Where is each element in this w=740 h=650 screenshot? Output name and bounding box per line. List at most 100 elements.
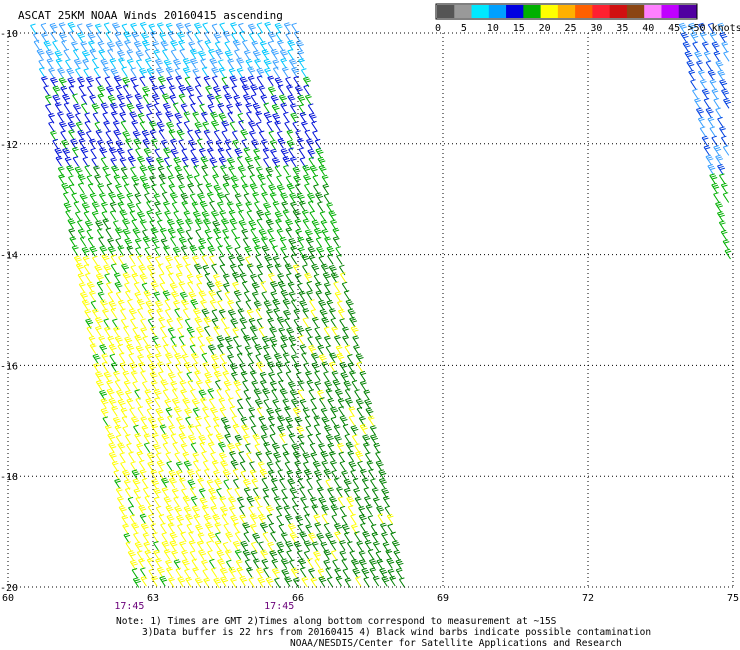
wind-barb	[52, 40, 59, 51]
wind-barb	[309, 165, 318, 176]
wind-barb	[63, 102, 71, 113]
wind-barb	[136, 451, 144, 462]
wind-barb	[165, 559, 172, 571]
wind-barb	[167, 415, 174, 426]
wind-barb	[137, 406, 144, 417]
wind-barb	[261, 191, 268, 203]
wind-barb	[95, 371, 104, 382]
wind-barb	[83, 68, 90, 79]
wind-barb	[267, 272, 275, 284]
wind-barb	[239, 461, 247, 472]
wind-barb	[169, 282, 178, 294]
wind-barb	[333, 424, 341, 436]
wind-barb	[261, 245, 270, 256]
wind-barb	[317, 201, 324, 212]
time-label: 17:45	[264, 601, 294, 612]
wind-barb	[236, 67, 244, 79]
wind-barb	[131, 273, 139, 284]
wind-barb	[299, 112, 307, 123]
wind-barb	[302, 164, 311, 176]
wind-barb	[139, 67, 148, 79]
wind-barb	[697, 116, 705, 128]
wind-barb	[150, 469, 158, 481]
wind-barb	[183, 165, 190, 176]
wind-barb	[124, 434, 132, 445]
wind-barb	[204, 372, 213, 383]
wind-barb	[237, 308, 245, 319]
wind-barb	[113, 174, 121, 186]
wind-barb	[89, 246, 98, 257]
wind-barb	[135, 496, 142, 508]
wind-barb	[179, 291, 188, 303]
wind-barb	[713, 192, 720, 203]
wind-barb	[91, 201, 100, 213]
colorbar-label: 35	[616, 23, 628, 34]
wind-barb	[161, 191, 169, 203]
wind-barb	[190, 442, 198, 453]
wind-barb	[130, 22, 137, 34]
wind-barb	[168, 477, 177, 489]
wind-barb	[112, 220, 120, 231]
wind-barb	[268, 371, 275, 383]
wind-barb	[697, 69, 705, 81]
wind-barb	[346, 541, 354, 552]
wind-barb	[231, 183, 239, 195]
wind-barb	[276, 228, 284, 240]
wind-barb	[265, 219, 274, 230]
wind-barb	[268, 522, 275, 534]
wind-barb	[67, 121, 76, 132]
wind-barb	[203, 468, 211, 480]
wind-barb	[281, 66, 289, 78]
wind-barb	[244, 156, 253, 167]
wind-barb	[345, 299, 354, 310]
wind-barb	[133, 282, 141, 293]
wind-barb	[224, 424, 231, 436]
wind-barb	[297, 236, 305, 248]
wind-barb	[261, 236, 268, 247]
wind-barb	[155, 210, 162, 222]
wind-barb	[242, 380, 249, 391]
wind-barb	[167, 327, 175, 338]
chart-title: ASCAT 25KM NOAA Winds 20160415 ascending	[18, 9, 283, 22]
wind-barb	[332, 379, 341, 390]
wind-barb	[276, 541, 285, 553]
wind-barb	[169, 532, 178, 543]
wind-barb	[316, 532, 325, 544]
wind-barb	[161, 433, 170, 444]
wind-barb	[268, 130, 275, 142]
wind-barb	[95, 129, 103, 140]
wind-barb	[166, 566, 173, 578]
wind-barb	[115, 183, 122, 195]
wind-barb	[260, 139, 268, 150]
wind-barb	[102, 218, 110, 229]
wind-barb	[194, 370, 201, 381]
wind-barb	[319, 397, 326, 408]
wind-barb	[153, 496, 161, 508]
wind-barb	[701, 135, 709, 147]
wind-barb	[267, 361, 276, 372]
wind-barb	[99, 299, 108, 310]
wind-barb	[321, 460, 329, 471]
wind-barb	[321, 174, 329, 186]
wind-barb	[134, 541, 143, 553]
wind-barb	[694, 98, 701, 109]
wind-barb	[232, 423, 240, 435]
wind-barb	[204, 522, 213, 533]
wind-barb	[206, 93, 215, 105]
colorbar-swatch	[488, 5, 507, 18]
wind-barb	[179, 48, 186, 60]
wind-barb	[253, 388, 262, 399]
colorbar-swatch	[609, 5, 628, 18]
wind-barb	[260, 183, 267, 194]
x-tick-label: 60	[2, 593, 14, 604]
wind-barb	[255, 111, 263, 122]
wind-barb	[55, 155, 63, 167]
wind-barb	[201, 308, 210, 319]
wind-barb	[190, 299, 199, 310]
wind-barb	[32, 32, 40, 44]
wind-barb	[139, 175, 148, 186]
wind-barb	[354, 531, 361, 542]
wind-barb	[165, 505, 174, 516]
wind-barb	[165, 352, 174, 364]
wind-barb	[284, 361, 291, 372]
